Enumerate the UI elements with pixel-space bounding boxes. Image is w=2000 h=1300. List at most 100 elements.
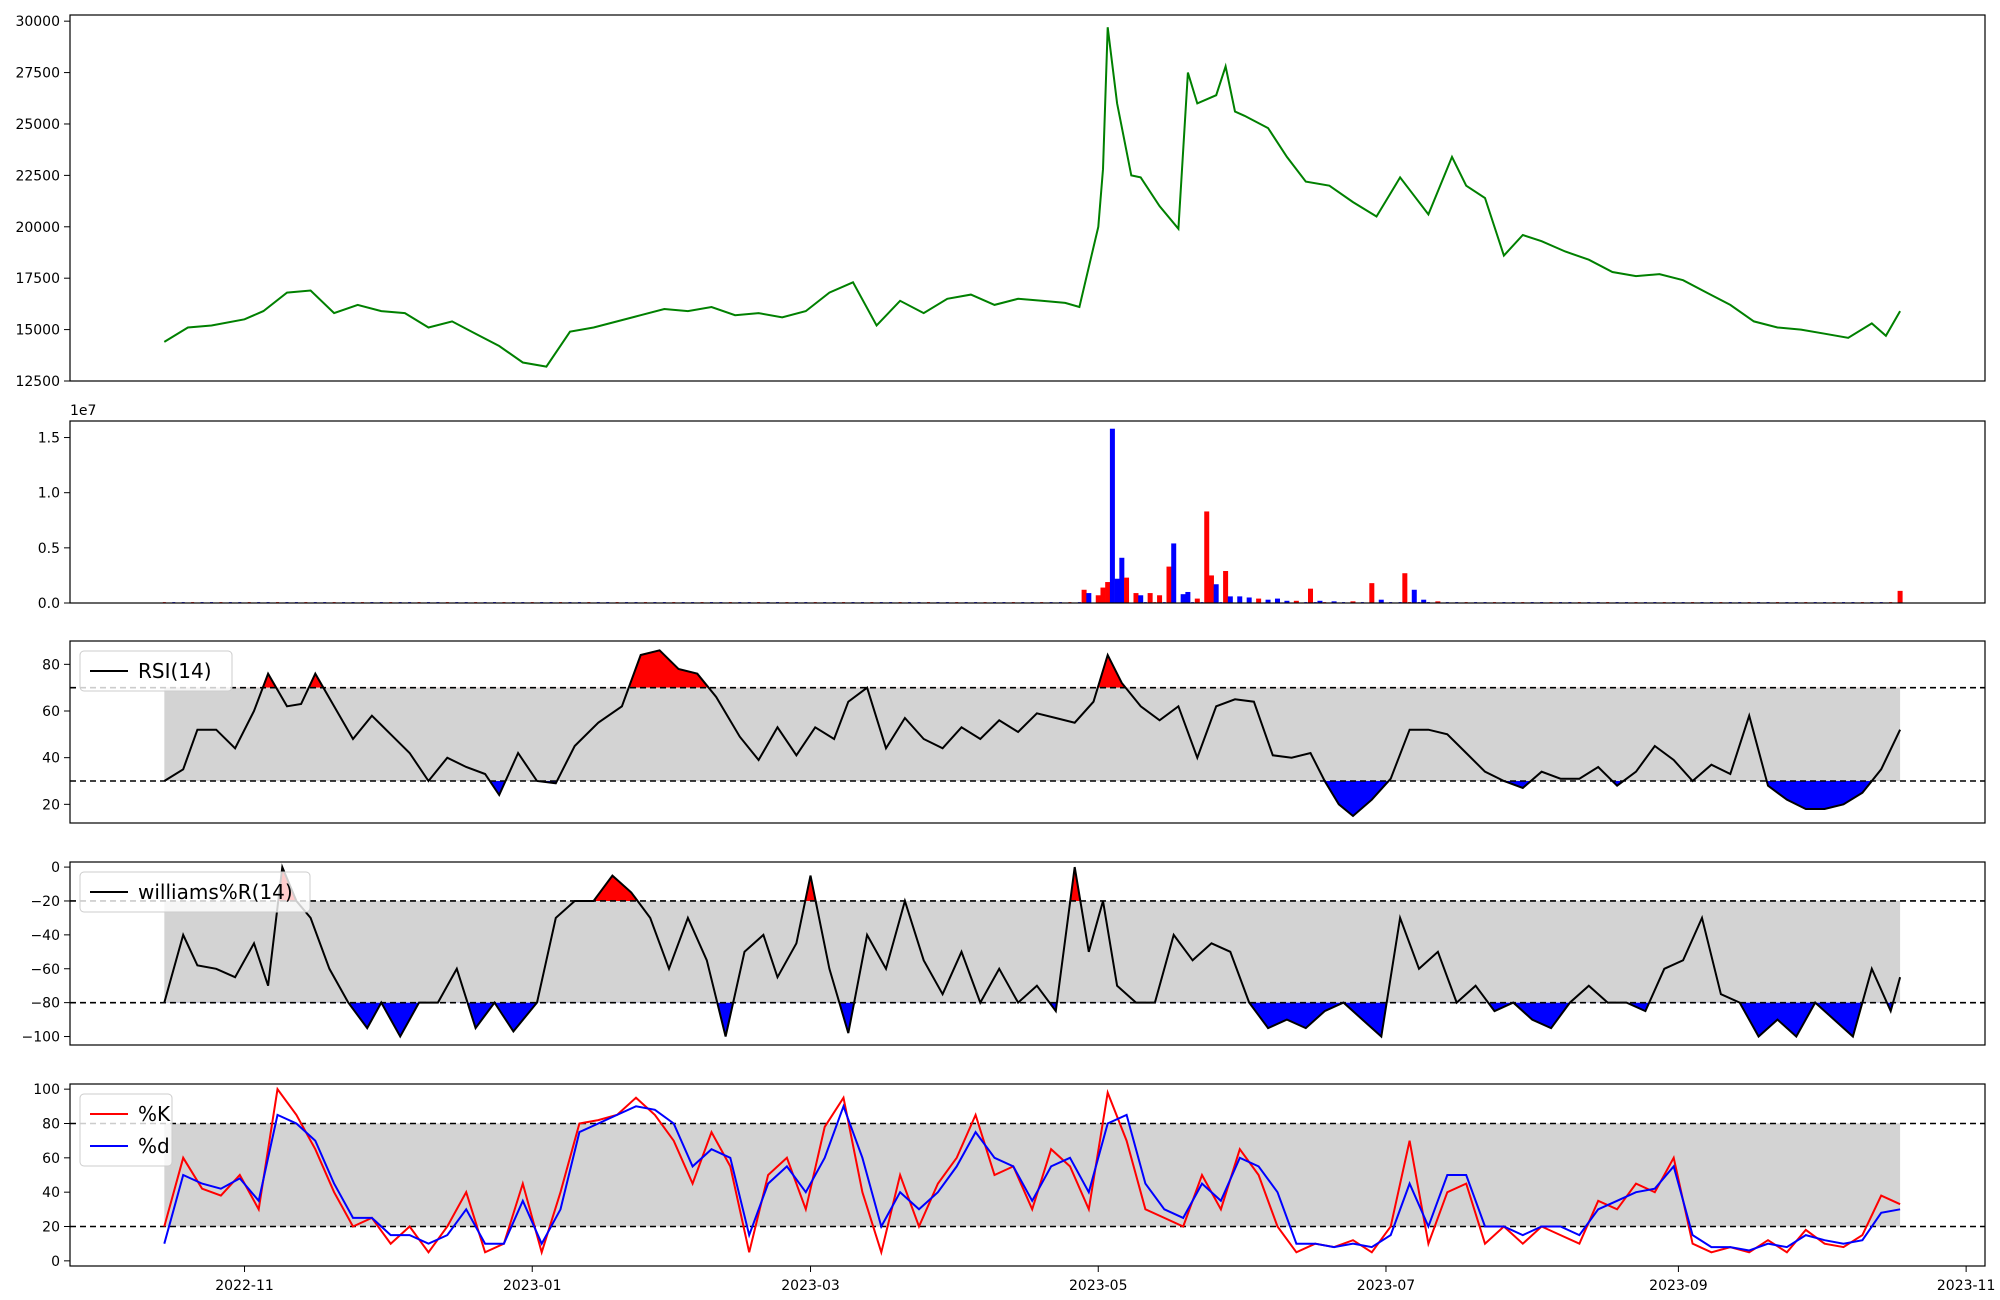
chart-panels: 12500 15000 17500 20000 22500 25000 27500 30000…: [15, 14, 1995, 1294]
volume-bar: [1308, 588, 1314, 603]
x-tick-label: 2023-01: [503, 1278, 562, 1294]
volume-bar: [1274, 598, 1280, 603]
y-tick-label: 17500: [15, 271, 60, 287]
x-tick-label: 2023-05: [1069, 1278, 1128, 1294]
y-tick-label: −40: [30, 928, 60, 944]
volume-bar: [1284, 600, 1290, 603]
x-tick-label: 2023-07: [1357, 1278, 1416, 1294]
volume-bar: [1147, 593, 1153, 603]
y-tick-label: 0: [51, 860, 60, 876]
volume-bar: [1223, 571, 1229, 603]
d-line: [163, 1103, 1901, 1252]
axes-frame: [69, 861, 1986, 1046]
volume-panel: 0.0 0.5 1.0 1.5 1e7: [38, 403, 1986, 612]
volume-bar: [1100, 587, 1106, 603]
y-tick-label: 0.5: [38, 541, 60, 557]
y-tick-label: 0.0: [38, 596, 60, 612]
volume-bar: [1256, 598, 1262, 603]
neutral-band: [164, 687, 1901, 781]
volume-bar: [1237, 596, 1243, 603]
volume-bar: [1204, 511, 1210, 603]
y-tick-label: 30000: [15, 14, 60, 30]
volume-bar: [1171, 543, 1177, 603]
williams-panel: −100 −80 −60 −40 −20 0 williams%R(14): [22, 860, 1986, 1046]
y-tick-label: 25000: [15, 117, 60, 133]
volume-bar: [1119, 557, 1125, 603]
axes-frame: [69, 14, 1986, 382]
legend-box: [79, 871, 311, 913]
volume-bar: [1402, 573, 1408, 603]
x-tick-label: 2023-09: [1649, 1278, 1708, 1294]
volume-bar: [1317, 600, 1323, 603]
volume-bar: [1213, 584, 1219, 603]
y-tick-label: −80: [30, 996, 60, 1012]
y-tick-label: −100: [22, 1030, 60, 1046]
y-tick-label: 0: [51, 1254, 60, 1270]
volume-bar: [1378, 599, 1384, 603]
price-line: [163, 27, 1901, 368]
volume-bar: [1293, 600, 1299, 603]
stochastic-panel: 0 20 40 60 80 100 %K %d 2022-11 2023-01 2023-03 202…: [33, 1082, 1995, 1294]
x-tick-label: 2023-11: [1937, 1278, 1996, 1294]
y-tick-label: 60: [42, 1151, 60, 1167]
y-tick-label: 100: [33, 1082, 60, 1098]
k-line: [163, 1086, 1901, 1257]
y-tick-label: 60: [42, 704, 60, 720]
volume-bar: [1350, 601, 1356, 603]
y-tick-label: 40: [42, 1185, 60, 1201]
volume-bar: [1194, 598, 1200, 603]
y-tick-label: 27500: [15, 66, 60, 82]
legend-label: RSI(14): [138, 659, 212, 683]
volume-bar: [1897, 590, 1903, 603]
y-tick-label: −60: [30, 962, 60, 978]
volume-bar: [1246, 597, 1252, 603]
y-tick-label: 15000: [15, 323, 60, 339]
volume-bar: [1421, 599, 1427, 603]
williams-line: [163, 863, 1902, 1039]
y-tick-label: 12500: [15, 374, 60, 390]
offset-label: 1e7: [70, 403, 96, 419]
legend-label: %K: [138, 1102, 171, 1126]
y-tick-label: 1.5: [38, 431, 60, 447]
y-tick-label: 1.0: [38, 486, 60, 502]
oversold-fill: [348, 1002, 1894, 1037]
volume-bar: [1133, 593, 1139, 603]
volume-bar: [1435, 601, 1441, 603]
y-tick-label: 20: [42, 1220, 60, 1236]
legend-box: [79, 1093, 173, 1167]
volume-bar: [1157, 595, 1163, 603]
volume-bar: [1166, 566, 1172, 603]
volume-bar: [1369, 583, 1375, 603]
price-panel: 12500 15000 17500 20000 22500 25000 27500 30000: [15, 14, 1986, 390]
volume-bar: [1095, 595, 1101, 603]
axes-frame: [69, 1083, 1986, 1267]
y-tick-label: 40: [42, 751, 60, 767]
neutral-band: [164, 900, 1901, 1003]
legend-label: %d: [138, 1134, 170, 1158]
volume-bar: [1105, 582, 1111, 603]
axes-frame: [69, 420, 1986, 604]
rsi-line: [163, 649, 1902, 818]
volume-bar: [1208, 575, 1214, 603]
volume-bar: [1086, 593, 1092, 603]
volume-bar: [1114, 578, 1120, 603]
y-tick-label: 20000: [15, 220, 60, 236]
y-tick-label: 80: [42, 1116, 60, 1132]
legend-box: [79, 650, 233, 692]
volume-bar: [1180, 594, 1186, 603]
volume-bar: [1411, 589, 1417, 603]
volume-bar: [1081, 589, 1087, 603]
volume-bar: [1124, 577, 1130, 603]
volume-bar: [1138, 595, 1144, 603]
overbought-fill: [262, 650, 1126, 688]
y-tick-label: 80: [42, 657, 60, 673]
x-tick-label: 2023-03: [781, 1278, 840, 1294]
volume-bar: [1109, 428, 1115, 603]
volume-bar: [1265, 599, 1271, 603]
volume-bar: [1185, 591, 1191, 603]
axes-frame: [69, 640, 1986, 824]
y-tick-label: 22500: [15, 168, 60, 184]
y-tick-label: 20: [42, 797, 60, 813]
legend-label: williams%R(14): [138, 880, 293, 904]
